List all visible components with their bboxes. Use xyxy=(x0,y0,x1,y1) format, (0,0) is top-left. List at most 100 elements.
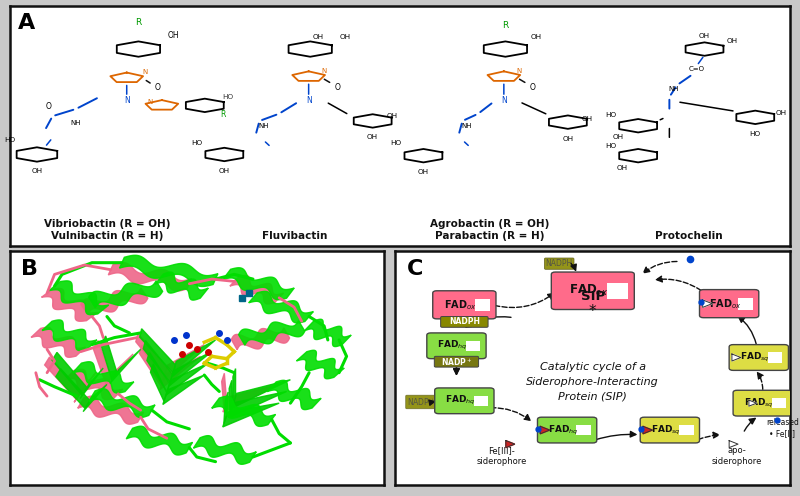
Text: OH: OH xyxy=(531,34,542,40)
Text: O: O xyxy=(155,83,161,92)
Polygon shape xyxy=(140,329,175,373)
FancyBboxPatch shape xyxy=(768,352,782,363)
Text: OH: OH xyxy=(775,110,786,116)
Polygon shape xyxy=(65,369,122,400)
FancyBboxPatch shape xyxy=(427,333,486,359)
Polygon shape xyxy=(119,255,218,287)
FancyBboxPatch shape xyxy=(551,272,634,310)
FancyBboxPatch shape xyxy=(434,388,494,414)
Polygon shape xyxy=(139,345,163,386)
Text: FAD$_{ox}$: FAD$_{ox}$ xyxy=(444,298,477,311)
Polygon shape xyxy=(81,288,148,314)
Text: B: B xyxy=(21,259,38,279)
Text: R: R xyxy=(220,111,226,120)
Text: HO: HO xyxy=(750,131,761,137)
Text: OH: OH xyxy=(613,133,624,139)
Polygon shape xyxy=(31,327,86,357)
FancyBboxPatch shape xyxy=(441,316,488,327)
FancyBboxPatch shape xyxy=(640,417,699,443)
Text: N: N xyxy=(124,96,130,105)
Polygon shape xyxy=(732,354,741,361)
Text: OH: OH xyxy=(699,33,710,39)
FancyBboxPatch shape xyxy=(729,345,789,371)
Polygon shape xyxy=(56,369,90,409)
Text: OH: OH xyxy=(168,31,179,40)
Polygon shape xyxy=(267,380,321,410)
Text: HO: HO xyxy=(606,143,616,149)
Text: OH: OH xyxy=(313,34,323,40)
Polygon shape xyxy=(170,352,212,386)
Text: HO: HO xyxy=(222,94,234,100)
Text: *: * xyxy=(589,305,597,319)
Text: R: R xyxy=(135,18,142,27)
Polygon shape xyxy=(222,373,226,409)
Polygon shape xyxy=(126,426,193,455)
Polygon shape xyxy=(643,427,653,434)
Polygon shape xyxy=(83,384,107,412)
Text: R: R xyxy=(502,21,509,30)
Polygon shape xyxy=(89,281,162,308)
Polygon shape xyxy=(229,380,233,414)
Text: OH: OH xyxy=(418,170,429,176)
Polygon shape xyxy=(136,333,166,377)
Text: NH: NH xyxy=(258,123,269,129)
Text: Vibriobactin (R = OH)
Vulnibactin (R = H): Vibriobactin (R = OH) Vulnibactin (R = H… xyxy=(44,219,170,241)
Polygon shape xyxy=(110,349,141,383)
Text: OH: OH xyxy=(340,34,351,40)
Polygon shape xyxy=(249,291,314,323)
Polygon shape xyxy=(233,369,235,405)
FancyBboxPatch shape xyxy=(538,417,597,443)
Polygon shape xyxy=(540,427,550,434)
Polygon shape xyxy=(143,340,173,382)
Text: OH: OH xyxy=(386,113,398,119)
Polygon shape xyxy=(150,364,166,401)
Text: OH: OH xyxy=(218,168,230,174)
Polygon shape xyxy=(729,440,738,447)
Polygon shape xyxy=(305,319,351,347)
Text: C: C xyxy=(407,259,423,279)
Polygon shape xyxy=(223,384,279,412)
Text: NH: NH xyxy=(461,123,472,129)
Polygon shape xyxy=(155,272,208,300)
Text: OH: OH xyxy=(582,116,593,122)
Polygon shape xyxy=(73,362,134,393)
Polygon shape xyxy=(42,320,97,351)
FancyBboxPatch shape xyxy=(474,299,490,310)
Polygon shape xyxy=(104,354,133,387)
Polygon shape xyxy=(160,356,201,389)
Text: O: O xyxy=(334,83,341,92)
Text: N: N xyxy=(142,69,147,75)
FancyBboxPatch shape xyxy=(699,290,758,318)
Text: apo-
siderophore: apo- siderophore xyxy=(712,446,762,466)
Text: FAD$_{ox}$: FAD$_{ox}$ xyxy=(570,283,608,298)
FancyBboxPatch shape xyxy=(433,291,496,319)
Polygon shape xyxy=(45,357,81,399)
Text: HO: HO xyxy=(191,139,202,145)
Text: OH: OH xyxy=(367,133,378,139)
Polygon shape xyxy=(108,262,192,291)
Polygon shape xyxy=(222,403,279,427)
Text: Fe[III]-
siderophore: Fe[III]- siderophore xyxy=(477,446,527,466)
Polygon shape xyxy=(230,275,283,304)
Polygon shape xyxy=(166,364,208,395)
Text: FAD$_{sq}$: FAD$_{sq}$ xyxy=(651,424,681,436)
Text: NH: NH xyxy=(70,121,82,126)
Polygon shape xyxy=(506,440,514,447)
Text: SIP: SIP xyxy=(581,290,605,303)
Text: HO: HO xyxy=(390,139,402,145)
Text: FAD$_{sq}$: FAD$_{sq}$ xyxy=(744,397,774,410)
Polygon shape xyxy=(212,396,275,427)
Text: HO: HO xyxy=(4,137,15,143)
Text: Agrobactin (R = OH)
Parabactin (R = H): Agrobactin (R = OH) Parabactin (R = H) xyxy=(430,219,550,241)
Text: N: N xyxy=(322,67,327,73)
FancyBboxPatch shape xyxy=(679,425,694,435)
Text: N: N xyxy=(306,96,311,105)
Text: OH: OH xyxy=(617,165,628,171)
Text: O: O xyxy=(530,83,536,92)
Polygon shape xyxy=(232,380,290,408)
Text: FAD$_{hq}$: FAD$_{hq}$ xyxy=(438,339,468,352)
FancyBboxPatch shape xyxy=(733,390,792,416)
Polygon shape xyxy=(52,352,87,395)
Polygon shape xyxy=(78,396,144,424)
Polygon shape xyxy=(223,268,294,300)
